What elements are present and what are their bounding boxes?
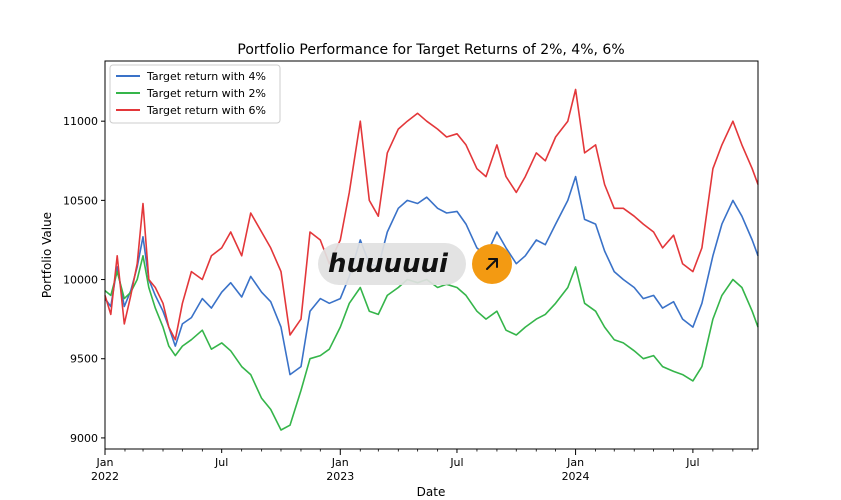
y-tick-label: 10000 xyxy=(63,274,98,287)
x-tick-label: Jul xyxy=(214,456,228,469)
x-tick-year-label: 2023 xyxy=(326,470,354,483)
legend-box xyxy=(109,64,281,124)
x-tick-label: Jul xyxy=(449,456,463,469)
legend-label-2pct: Target return with 2% xyxy=(146,87,266,100)
x-axis-label: Date xyxy=(417,485,446,499)
series-line-6pct xyxy=(104,88,759,341)
y-axis-label: Portfolio Value xyxy=(40,212,54,298)
y-tick-label: 9500 xyxy=(70,353,98,366)
plot-frame xyxy=(104,60,759,450)
y-tick-label: 10500 xyxy=(63,194,98,207)
series-line-4pct xyxy=(104,175,759,376)
x-tick-label: Jan xyxy=(566,456,584,469)
watermark-text: huuuuui xyxy=(318,243,466,285)
x-tick-label: Jan xyxy=(96,456,114,469)
x-tick-label: Jul xyxy=(685,456,699,469)
y-tick-label: 9000 xyxy=(70,432,98,445)
x-tick-label: Jan xyxy=(331,456,349,469)
chart-title: Portfolio Performance for Target Returns… xyxy=(237,42,624,58)
arrow-up-right-icon[interactable] xyxy=(471,244,512,284)
y-tick-label: 11000 xyxy=(63,115,98,128)
legend: Target return with 4% Target return with… xyxy=(109,64,281,124)
legend-label-6pct: Target return with 6% xyxy=(146,104,266,117)
x-tick-year-label: 2024 xyxy=(562,470,590,483)
y-axis: 9000 9500 10000 10500 11000 xyxy=(63,115,105,445)
legend-label-4pct: Target return with 4% xyxy=(146,70,266,83)
x-tick-year-label: 2022 xyxy=(91,470,119,483)
watermark-overlay: huuuuui xyxy=(318,243,512,285)
